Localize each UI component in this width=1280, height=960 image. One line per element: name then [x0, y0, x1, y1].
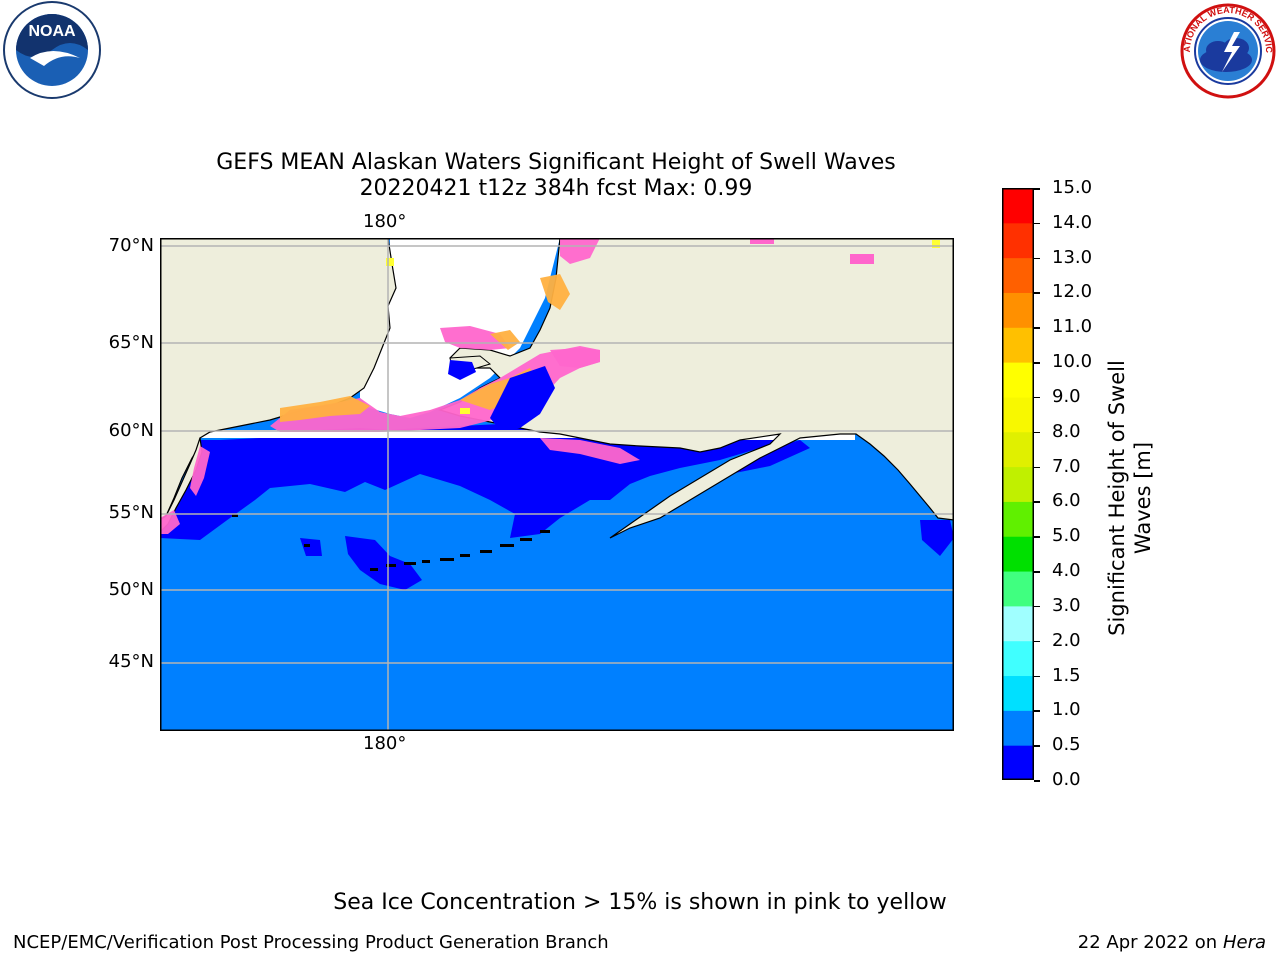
colorbar-bin: [1002, 745, 1034, 780]
colorbar-tick-label: 11.0: [1052, 316, 1093, 338]
no-data-strip: [200, 430, 800, 438]
colorbar-bin: [1002, 675, 1034, 711]
colorbar-bin: [1002, 188, 1034, 224]
title-line-1: GEFS MEAN Alaskan Waters Significant Hei…: [216, 150, 896, 175]
colorbar-tick-label: 6.0: [1052, 490, 1081, 512]
colorbar-tick-label: 8.0: [1052, 420, 1081, 442]
colorbar-tick: [1034, 431, 1040, 434]
lat-label-50: 50°N: [108, 579, 154, 600]
lon-label-bottom: 180°: [363, 733, 407, 754]
colorbar-tick: [1034, 745, 1040, 747]
colorbar-tick: [1034, 466, 1040, 469]
low-swell-patch: [920, 520, 954, 556]
colorbar-tick-label: 5.0: [1052, 525, 1081, 547]
lat-label-60: 60°N: [108, 420, 154, 441]
colorbar-bin: [1002, 710, 1034, 746]
colorbar-tick: [1034, 501, 1040, 503]
colorbar-tick: [1034, 222, 1040, 225]
colorbar-bin: [1002, 466, 1034, 502]
low-swell-patch: [300, 538, 322, 556]
colorbar-bin: [1002, 640, 1034, 677]
colorbar-bin: [1002, 571, 1034, 607]
colorbar-tick-label: 2.0: [1052, 629, 1081, 651]
lat-label-65: 65°N: [108, 332, 154, 353]
colorbar-labels: 15.0 14.0 13.0 12.0 11.0 10.0 9.0 8.0 7.0 6.0 5.0 4…: [1034, 0, 1100, 800]
lat-label-45: 45°N: [108, 651, 154, 672]
colorbar-bin: [1002, 362, 1034, 398]
colorbar-tick: [1034, 327, 1040, 329]
footer-left: NCEP/EMC/Verification Post Processing Pr…: [13, 932, 609, 953]
colorbar-tick-label: 4.0: [1052, 560, 1081, 582]
colorbar-tick-label: 1.5: [1052, 664, 1081, 686]
low-swell-patch: [345, 536, 422, 590]
lat-label-70: 70°N: [108, 235, 154, 256]
footer-right: 22 Apr 2022 on Hera: [1078, 932, 1266, 953]
colorbar-title: Significant Height of Swell Waves [m]: [1105, 360, 1155, 636]
colorbar-tick-label: 0.0: [1052, 769, 1081, 790]
colorbar-bin: [1002, 292, 1034, 328]
noaa-wordmark: NOAA: [28, 23, 76, 40]
low-swell-pocket: [448, 360, 476, 380]
colorbar-tick-label: 7.0: [1052, 455, 1081, 477]
colorbar-tick: [1034, 571, 1040, 573]
colorbar-bin: [1002, 222, 1034, 259]
lon-label-top: 180°: [363, 211, 407, 232]
colorbar-tick: [1034, 640, 1040, 643]
noaa-logo: NOAA: [0, 0, 104, 100]
colorbar-tick: [1034, 396, 1040, 399]
colorbar-tick: [1034, 605, 1040, 608]
colorbar-tick: [1034, 780, 1040, 782]
nws-logo: NATIONAL WEATHER SERVICE: [1178, 2, 1278, 100]
colorbar-tick-label: 13.0: [1052, 246, 1093, 268]
colorbar-tick-label: 12.0: [1052, 281, 1093, 303]
footer-date: 22 Apr 2022 on: [1077, 932, 1223, 953]
colorbar-tick: [1034, 362, 1040, 364]
low-swell-region: [160, 424, 800, 540]
colorbar-tick-label: 3.0: [1052, 594, 1081, 616]
colorbar: [1002, 188, 1034, 780]
sea-ice-note: Sea Ice Concentration > 15% is shown in …: [333, 890, 947, 915]
colorbar-tick-label: 10.0: [1052, 351, 1093, 373]
graticule: [160, 238, 954, 731]
colorbar-tick-label: 1.0: [1052, 699, 1081, 721]
colorbar-bin: [1002, 257, 1034, 293]
colorbar-bin: [1002, 501, 1034, 537]
colorbar-bin: [1002, 536, 1034, 572]
colorbar-tick-label: 14.0: [1052, 211, 1093, 233]
colorbar-bin: [1002, 431, 1034, 468]
colorbar-tick: [1034, 675, 1040, 678]
colorbar-bin: [1002, 396, 1034, 433]
lat-label-55: 55°N: [108, 502, 154, 523]
colorbar-bin: [1002, 605, 1034, 642]
map-frame: [160, 238, 954, 731]
colorbar-tick: [1034, 292, 1040, 294]
colorbar-bin: [1002, 327, 1034, 363]
map-title: GEFS MEAN Alaskan Waters Significant Hei…: [0, 150, 1112, 202]
footer-machine: Hera: [1222, 932, 1266, 953]
colorbar-tick: [1034, 536, 1040, 538]
title-line-2: 20220421 t12z 384h fcst Max: 0.99: [359, 176, 753, 201]
colorbar-tick-label: 9.0: [1052, 385, 1081, 407]
colorbar-tick: [1034, 257, 1040, 260]
colorbar-tick-label: 15.0: [1052, 177, 1093, 198]
colorbar-frame: [1002, 188, 1034, 780]
low-swell-pocket: [490, 366, 555, 430]
colorbar-tick: [1034, 710, 1040, 712]
land-alaska: [438, 238, 954, 539]
colorbar-tick: [1034, 188, 1040, 190]
colorbar-tick-label: 0.5: [1052, 734, 1081, 756]
map-panel: [160, 238, 954, 731]
aleutian-islands: [232, 514, 550, 571]
